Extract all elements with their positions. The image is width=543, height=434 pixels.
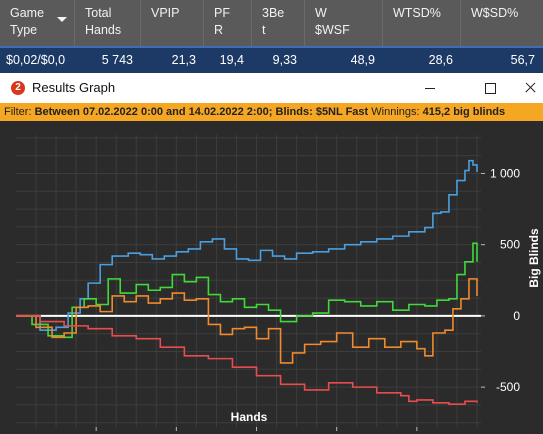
series-line-winnings bbox=[16, 159, 478, 331]
window-titlebar[interactable]: 2 Results Graph bbox=[0, 73, 543, 103]
header-wsd[interactable]: W$SD% bbox=[471, 6, 519, 20]
filter-text: Between 07.02.2022 0:00 and 14.02.2022 2… bbox=[34, 106, 369, 118]
cell-3bet: 9,33 bbox=[272, 53, 297, 67]
header-vpip[interactable]: VPIP bbox=[141, 0, 204, 46]
y-tick-label: 0 bbox=[513, 309, 520, 323]
app-logo-icon: 2 bbox=[11, 81, 25, 95]
cell-game-type: $0,02/$0,0 bbox=[6, 53, 66, 67]
filter-bar: Filter: Between 07.02.2022 0:00 and 14.0… bbox=[0, 103, 543, 121]
header-wwsf[interactable]: W $WSF bbox=[305, 0, 383, 46]
results-graph-window: 2 Results Graph Filter: Between 07.02.20… bbox=[0, 73, 543, 434]
minimize-button[interactable] bbox=[408, 73, 453, 103]
header-3bet[interactable]: 3Be t bbox=[252, 0, 305, 46]
winnings-label: Winnings: bbox=[371, 106, 420, 118]
header-pfr[interactable]: PF R bbox=[204, 0, 252, 46]
maximize-button[interactable] bbox=[468, 73, 513, 103]
y-axis-ticks: 1 000 500 0 -500 bbox=[481, 166, 520, 394]
header-total-hands[interactable]: Total Hands bbox=[75, 0, 141, 46]
header-label: Game Type bbox=[10, 6, 45, 37]
series-line-showdown bbox=[16, 278, 478, 364]
x-axis-label: Hands bbox=[231, 410, 268, 424]
filter-prefix: Filter: bbox=[4, 106, 32, 118]
stats-table-row[interactable]: $0,02/$0,0 5 743 21,3 19,4 9,33 48,9 28,… bbox=[0, 46, 543, 73]
cell-vpip: 21,3 bbox=[171, 53, 196, 67]
header-wtsd[interactable]: WTSD% bbox=[383, 0, 461, 46]
cell-wsd: 56,7 bbox=[510, 53, 535, 67]
y-tick-label: 500 bbox=[500, 238, 520, 252]
close-button[interactable] bbox=[512, 73, 543, 103]
cell-wwsf: 48,9 bbox=[350, 53, 375, 67]
chart-series bbox=[16, 159, 478, 406]
series-line-non_showdown bbox=[16, 315, 478, 406]
y-tick-label: 1 000 bbox=[490, 166, 520, 180]
chart-grid bbox=[16, 135, 481, 427]
sort-dropdown-icon[interactable] bbox=[57, 17, 67, 22]
header-game-type[interactable]: Game Type bbox=[0, 0, 75, 46]
window-title: Results Graph bbox=[32, 80, 116, 95]
stats-table-header: Game Type Total Hands VPIP PF R 3Be t W … bbox=[0, 0, 543, 47]
cell-wtsd: 28,6 bbox=[428, 53, 453, 67]
series-line-all_in_ev bbox=[16, 242, 478, 339]
cell-total-hands: 5 743 bbox=[101, 53, 133, 67]
y-axis-label: Big Blinds bbox=[527, 228, 541, 288]
winnings-value: 415,2 big blinds bbox=[422, 106, 506, 118]
cell-pfr: 19,4 bbox=[219, 53, 244, 67]
y-tick-label: -500 bbox=[496, 380, 520, 394]
